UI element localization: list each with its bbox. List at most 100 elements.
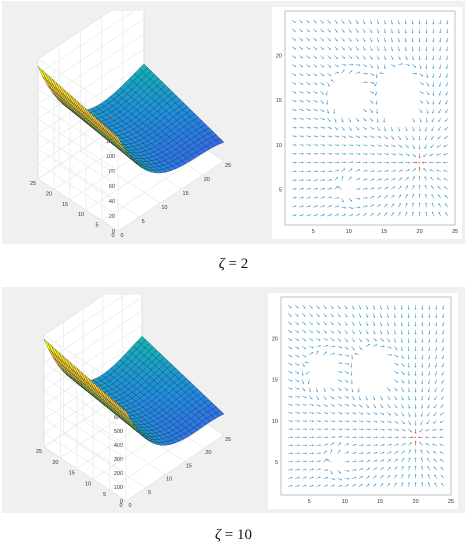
z-tick-label: 60 [109, 184, 115, 190]
vector-arrow [408, 457, 411, 463]
x-tick-label: 10 [166, 477, 172, 483]
vector-arrowhead [415, 161, 418, 164]
vector-arrowhead [366, 324, 369, 327]
vector-arrowhead [350, 128, 352, 131]
vector-arrowhead [418, 184, 421, 187]
vector-arrow [431, 135, 434, 140]
vector-arrowhead [391, 31, 393, 34]
vector-arrowhead [417, 436, 420, 439]
vector-arrow [421, 387, 423, 392]
vector-arrowhead [337, 152, 340, 155]
vector-arrowhead [337, 71, 340, 74]
vector-arrow [432, 28, 435, 34]
vector-arrowhead [296, 323, 299, 325]
vector-arrowhead [426, 111, 429, 114]
vector-arrow [427, 466, 431, 471]
vector-arrow [327, 73, 332, 77]
vector-arrowhead [354, 352, 357, 355]
vector-arrowhead [382, 436, 385, 439]
vector-arrowhead [335, 30, 338, 33]
vector-arrowhead [294, 187, 297, 190]
vector-arrowhead [338, 315, 341, 318]
vector-arrowhead [373, 315, 376, 318]
vector-arrowhead [317, 398, 320, 401]
vector-arrowhead [297, 420, 300, 423]
vector-arrowhead [410, 430, 412, 433]
vector-arrowhead [312, 412, 315, 415]
vector-arrow [401, 321, 403, 326]
vector-arrow [341, 28, 345, 33]
vector-arrowhead [400, 169, 403, 172]
vector-arrowhead [406, 146, 409, 149]
vector-arrow [358, 321, 362, 326]
vector-arrowhead [315, 56, 318, 59]
vector-arrowhead [322, 213, 325, 216]
vector-arrowhead [411, 436, 414, 439]
vector-arrowhead [341, 120, 344, 123]
vector-arrow [334, 64, 339, 67]
vector-arrowhead [315, 91, 318, 94]
vector-arrowhead [290, 436, 293, 439]
vector-arrowhead [290, 460, 293, 463]
x-tick-label: 20 [205, 450, 211, 456]
x-tick-label: 25 [225, 163, 231, 169]
vector-arrow [309, 484, 314, 488]
vector-arrow [334, 135, 339, 138]
vector-arrow [313, 64, 317, 68]
vector-arrowhead [396, 443, 399, 446]
vector-arrowhead [405, 129, 408, 132]
vector-arrow [390, 46, 393, 51]
vector-arrowhead [432, 436, 435, 439]
vector-arrowhead [308, 214, 311, 216]
vector-arrow [351, 420, 356, 422]
x-tick-label: 15 [377, 499, 383, 505]
vector-arrowhead [366, 307, 369, 310]
vector-arrowhead [401, 406, 404, 409]
vector-arrowhead [363, 22, 366, 25]
vector-arrowhead [328, 21, 331, 24]
vector-arrow [425, 443, 430, 446]
vector-arrow [408, 474, 410, 479]
vector-arrow [438, 212, 442, 217]
vector-arrowhead [333, 352, 336, 355]
vector-arrowhead [318, 484, 321, 487]
vector-arrowhead [404, 436, 407, 439]
vector-arrowhead [424, 147, 427, 150]
y-tick-label: 15 [276, 98, 282, 104]
vector-arrow [306, 196, 311, 199]
vector-arrow [441, 371, 445, 376]
vector-arrowhead [344, 136, 347, 138]
vector-arrowhead [333, 111, 336, 114]
vector-arrowhead [402, 364, 405, 367]
y-gridline [83, 420, 166, 475]
vector-arrowhead [439, 49, 442, 52]
vector-arrow [302, 452, 307, 455]
x-gridline [109, 423, 208, 491]
vector-arrow [330, 470, 333, 475]
vector-arrowhead [420, 457, 423, 460]
vector-arrowhead [294, 179, 297, 182]
vector-arrowhead [337, 144, 340, 147]
vector-arrowhead [432, 49, 435, 52]
vector-arrowhead [433, 466, 436, 469]
vector-arrow [425, 185, 427, 190]
vector-arrowhead [370, 57, 373, 60]
vector-arrow [323, 313, 327, 317]
vector-arrowhead [404, 49, 407, 52]
vector-arrowhead [404, 40, 407, 43]
vector-arrow [387, 395, 390, 400]
vector-arrowhead [337, 186, 340, 189]
vector-arrowhead [368, 343, 371, 346]
vector-arrow [320, 37, 324, 41]
vector-arrowhead [440, 474, 443, 477]
vector-arrow [313, 214, 318, 217]
vector-arrow [351, 338, 355, 342]
vector-arrowhead [394, 324, 396, 327]
vector-arrow [391, 178, 396, 181]
vector-arrowhead [336, 128, 339, 131]
vector-arrowhead [414, 382, 417, 385]
vector-arrow [369, 153, 375, 155]
vector-arrowhead [354, 428, 357, 431]
vector-arrow [374, 82, 378, 87]
vector-arrow [405, 37, 407, 42]
